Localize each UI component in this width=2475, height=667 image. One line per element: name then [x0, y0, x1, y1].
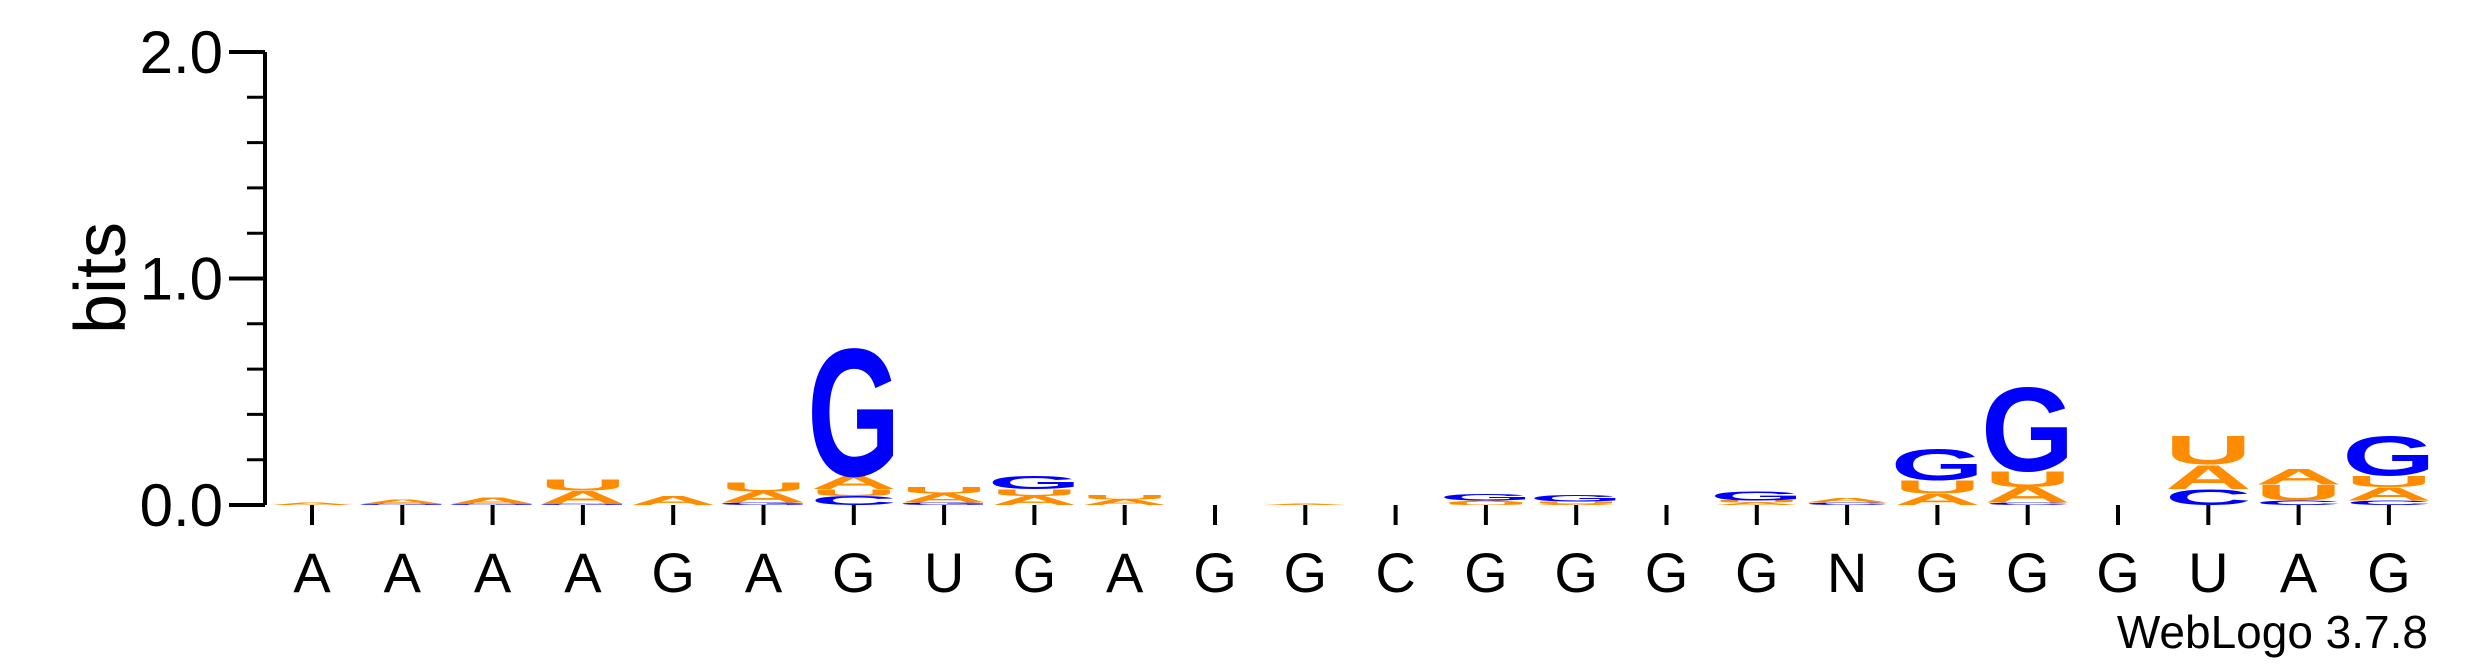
logo-letter-A: A: [269, 502, 356, 506]
x-tick-label: G: [2367, 541, 2411, 604]
logo-letter-A: A: [991, 494, 1078, 508]
logo-letter-G: G: [2342, 424, 2435, 487]
logo-letter-A: A: [1533, 504, 1620, 506]
logo-letter-U: U: [2255, 481, 2342, 506]
logo-letter-G: G: [356, 504, 449, 506]
logo-letter-U: U: [1713, 500, 1800, 504]
x-tick-label: G: [1193, 541, 1237, 604]
y-axis: 0.0 1.0 2.0 bits: [61, 19, 267, 539]
x-tick-label: G: [1916, 541, 1960, 604]
x-tick-label: G: [651, 541, 695, 604]
logo-letter-A: A: [1081, 498, 1168, 507]
x-tick-label: G: [2006, 541, 2050, 604]
logo-letter-U: U: [1443, 502, 1530, 506]
logo-letter-C: C: [810, 494, 897, 508]
logo-letter-U: U: [2346, 473, 2433, 490]
logo-letter-C: C: [1984, 502, 2071, 506]
logo-letter-A: A: [359, 498, 446, 505]
x-tick-label: C: [1375, 541, 1415, 604]
y-axis-label: bits: [61, 222, 141, 334]
logo-letter-G: G: [1530, 493, 1623, 504]
x-tick-label: N: [1827, 541, 1867, 604]
x-tick-label: U: [924, 541, 964, 604]
logo-letter-G: G: [897, 502, 990, 506]
logo-letter-U: U: [1894, 477, 1981, 498]
logo-letter-A: A: [630, 494, 717, 508]
x-tick-label: G: [1464, 541, 1508, 604]
logo-letter-A: A: [1262, 504, 1349, 506]
y-tick-label: 2.0: [140, 19, 223, 86]
logo-letter-U: U: [2165, 427, 2252, 473]
x-tick-label: G: [1735, 541, 1779, 604]
x-tick-label: G: [1284, 541, 1328, 604]
logo-letter-G: G: [536, 504, 629, 506]
x-tick-label: G: [2096, 541, 2140, 604]
y-tick-label: 0.0: [140, 472, 223, 539]
logo-letter-U: U: [720, 480, 807, 494]
logo-letter-G: G: [717, 502, 810, 506]
x-tick-label: G: [1013, 541, 1057, 604]
logo-letter-G: G: [1710, 489, 1803, 503]
logo-letter-C: C: [1804, 502, 1891, 506]
logo-letter-U: U: [1984, 467, 2071, 492]
x-tick-label: A: [1106, 541, 1144, 604]
logo-letter-U: U: [991, 488, 1078, 499]
logo-letter-A: A: [540, 487, 627, 508]
logo-letter-A: A: [720, 489, 807, 506]
logo-letter-G: G: [988, 472, 1081, 493]
logo-letter-U: U: [810, 488, 897, 499]
logo-letter-G: G: [1439, 492, 1532, 503]
logo-letter-C: C: [2346, 499, 2433, 506]
logo-letter-A: A: [1894, 491, 1981, 508]
logo-letter-A: A: [901, 492, 988, 506]
logo-letter-A: A: [1713, 502, 1800, 506]
logo-letter-A: A: [2346, 484, 2433, 505]
weblogo-credit: WebLogo 3.7.8: [2117, 606, 2428, 658]
y-tick-label: 1.0: [140, 246, 223, 313]
logo-letter-A: A: [810, 472, 897, 493]
x-tick-label: A: [474, 541, 512, 604]
logo-letter-U: U: [1533, 501, 1620, 505]
x-tick-label: A: [745, 541, 783, 604]
logo-letter-U: U: [1081, 494, 1168, 501]
x-tick-label: A: [564, 541, 602, 604]
x-tick-label: G: [832, 541, 876, 604]
x-tick-label: G: [1554, 541, 1598, 604]
logo-letter-G: G: [446, 504, 539, 506]
x-tick-label: A: [2280, 541, 2318, 604]
logo-letter-U: U: [901, 485, 988, 496]
logo-letter-A: A: [1984, 483, 2071, 508]
logo-letter-U: U: [540, 476, 627, 493]
x-tick-label: A: [384, 541, 422, 604]
y-ticks: 0.0 1.0 2.0: [140, 19, 265, 539]
x-tick-label: U: [2188, 541, 2228, 604]
logo-letter-A: A: [449, 495, 536, 506]
logo-letter-G: G: [1981, 364, 2074, 497]
logo-letter-C: C: [2255, 499, 2342, 506]
logo-letter-A: A: [2165, 458, 2252, 497]
x-tick-label: A: [293, 541, 331, 604]
logo-letter-A: A: [2255, 465, 2342, 490]
x-tick-label: G: [1645, 541, 1689, 604]
logo-letter-G: G: [1891, 441, 1984, 490]
logo-letter-A: A: [1443, 500, 1530, 504]
logo-letter-A: A: [1804, 497, 1891, 504]
logo-letter-G: G: [807, 310, 900, 514]
